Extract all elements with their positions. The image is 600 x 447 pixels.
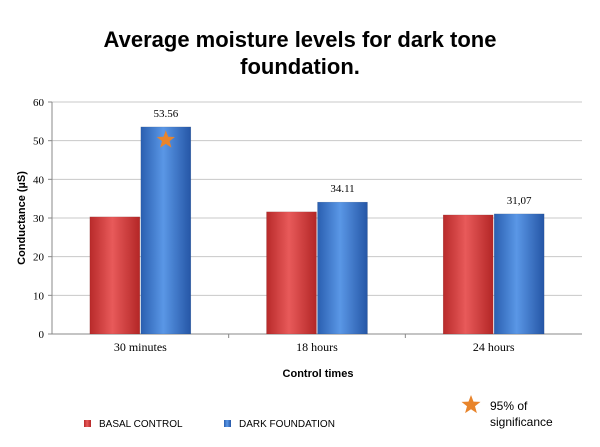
legend-label-basal-control: BASAL CONTROL (99, 419, 183, 430)
bar-dark-foundation (493, 213, 545, 335)
chart-title: Average moisture levels for dark tone fo… (0, 26, 600, 80)
bars (89, 126, 545, 335)
bar-basal-control (89, 216, 141, 335)
x-tick-label: 30 minutes (114, 340, 167, 354)
x-tick-label: 18 hours (296, 340, 338, 354)
bar-basal-control (442, 214, 494, 335)
legend: BASAL CONTROL DARK FOUNDATION 95% of sig… (84, 395, 553, 430)
significance-star-icon (156, 130, 175, 148)
x-tick-label: 24 hours (473, 340, 515, 354)
legend-item-significance: 95% of significance (461, 395, 553, 429)
y-tick-label: 0 (39, 329, 45, 341)
gridlines (48, 101, 582, 335)
star-icon (461, 395, 481, 414)
axes (51, 102, 582, 335)
legend-label-significance-line-1: 95% of (490, 399, 528, 413)
bar-value-label: 31,07 (507, 195, 532, 207)
y-axis-label: Conductance (µS) (16, 171, 28, 265)
y-tick-label: 40 (33, 174, 45, 186)
bar-dark-foundation (140, 126, 192, 335)
bar-value-label: 53.56 (153, 108, 178, 120)
y-tick-label: 10 (33, 290, 45, 302)
significance-marker (156, 130, 175, 148)
legend-label-significance-line-2: significance (490, 415, 553, 429)
significance-star-icon (461, 395, 481, 414)
legend-label-dark-foundation: DARK FOUNDATION (239, 419, 335, 430)
y-tick-label: 50 (33, 136, 45, 148)
legend-swatch-basal-control (84, 420, 91, 427)
legend-swatch-dark-foundation (224, 420, 231, 427)
chart-title-line-2: foundation. (240, 54, 360, 79)
legend-item-basal-control: BASAL CONTROL (84, 419, 183, 430)
bar-value-label: 34.11 (330, 183, 354, 195)
chart-title-line-1: Average moisture levels for dark tone (103, 27, 497, 52)
y-tick-labels: 0 10 20 30 40 50 60 (33, 97, 45, 341)
bar-basal-control (266, 211, 317, 335)
y-tick-label: 20 (33, 252, 45, 264)
legend-item-dark-foundation: DARK FOUNDATION (224, 419, 335, 430)
bar-dark-foundation (317, 201, 368, 335)
y-tick-label: 30 (33, 213, 45, 225)
y-tick-label: 60 (33, 97, 45, 109)
bar-value-labels: 53.56 34.11 31,07 (153, 108, 532, 207)
x-axis-label: Control times (283, 368, 354, 380)
x-tick-labels: 30 minutes 18 hours 24 hours (114, 334, 515, 354)
